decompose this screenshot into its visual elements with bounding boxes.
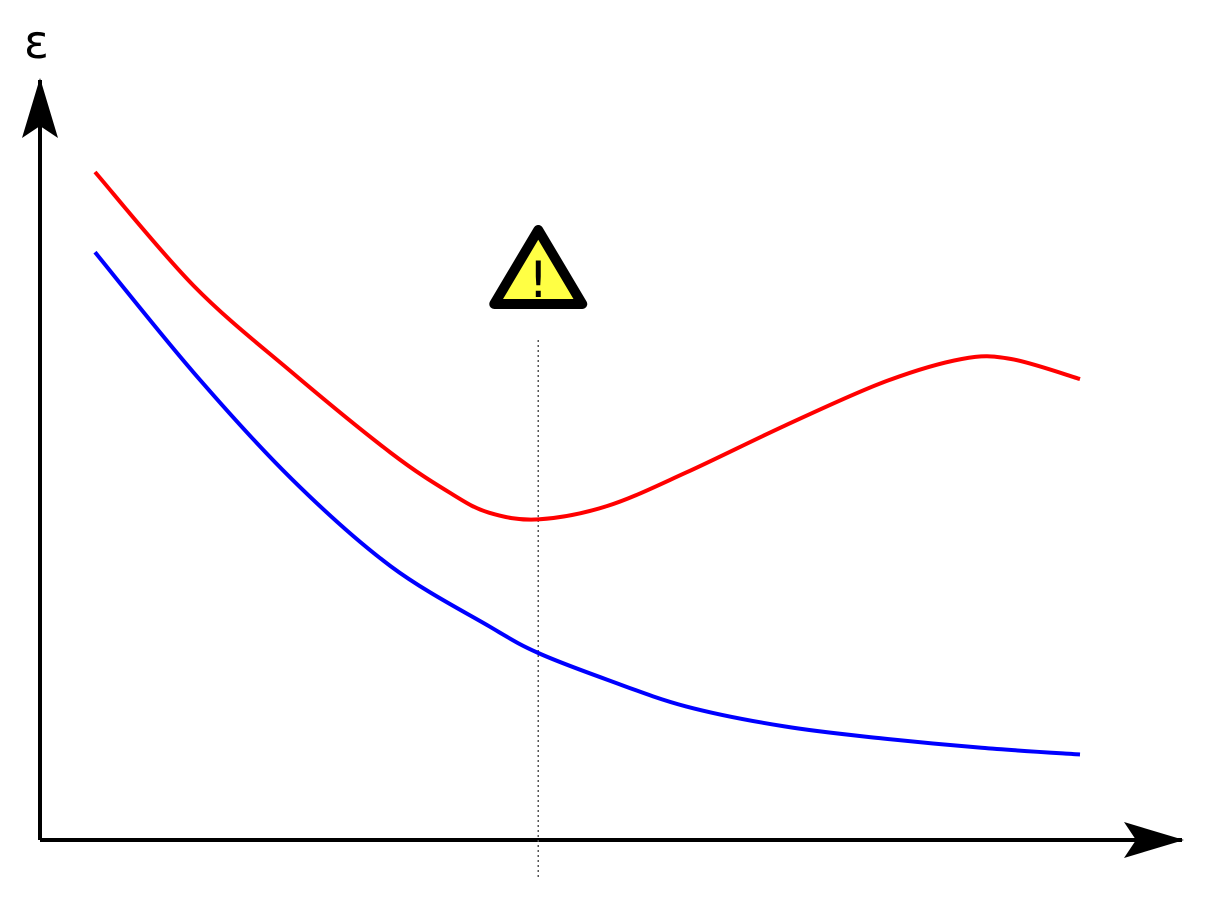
warning-glyph: ! — [528, 251, 548, 309]
series-line-blue — [93, 250, 1081, 757]
y-axis-label: ε — [24, 15, 49, 69]
warning-triangle-icon: ! — [489, 225, 588, 309]
series-line-red — [93, 170, 1081, 522]
